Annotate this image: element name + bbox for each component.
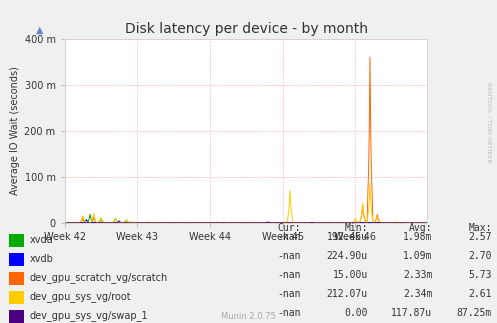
Text: 2.57: 2.57: [469, 232, 492, 242]
FancyBboxPatch shape: [9, 234, 24, 247]
FancyBboxPatch shape: [9, 253, 24, 266]
Text: dev_gpu_scratch_vg/scratch: dev_gpu_scratch_vg/scratch: [30, 273, 168, 283]
Text: 212.07u: 212.07u: [327, 289, 368, 299]
Text: -nan: -nan: [277, 289, 301, 299]
FancyBboxPatch shape: [9, 310, 24, 323]
Text: Max:: Max:: [469, 223, 492, 233]
Text: -nan: -nan: [277, 251, 301, 261]
Text: Min:: Min:: [344, 223, 368, 233]
Text: 2.33m: 2.33m: [403, 270, 432, 280]
Text: ▲: ▲: [36, 25, 43, 35]
Text: 15.00u: 15.00u: [332, 270, 368, 280]
Text: 192.45u: 192.45u: [327, 232, 368, 242]
Text: 1.09m: 1.09m: [403, 251, 432, 261]
Y-axis label: Average IO Wait (seconds): Average IO Wait (seconds): [10, 67, 20, 195]
Text: dev_gpu_sys_vg/root: dev_gpu_sys_vg/root: [30, 292, 131, 302]
Text: xvda: xvda: [30, 235, 54, 245]
Title: Disk latency per device - by month: Disk latency per device - by month: [125, 22, 367, 36]
Text: 117.87u: 117.87u: [391, 308, 432, 318]
Text: 0.00: 0.00: [344, 308, 368, 318]
Text: -nan: -nan: [277, 270, 301, 280]
Text: 2.61: 2.61: [469, 289, 492, 299]
Text: 2.34m: 2.34m: [403, 289, 432, 299]
Text: -nan: -nan: [277, 232, 301, 242]
Text: Cur:: Cur:: [277, 223, 301, 233]
Text: 2.70: 2.70: [469, 251, 492, 261]
FancyBboxPatch shape: [9, 291, 24, 304]
Text: RRDTOOL / TOBI OETIKER: RRDTOOL / TOBI OETIKER: [486, 82, 491, 163]
Text: 1.98m: 1.98m: [403, 232, 432, 242]
Text: dev_gpu_sys_vg/swap_1: dev_gpu_sys_vg/swap_1: [30, 310, 149, 321]
Text: Munin 2.0.75: Munin 2.0.75: [221, 312, 276, 321]
Text: xvdb: xvdb: [30, 254, 54, 264]
Text: -nan: -nan: [277, 308, 301, 318]
Text: Avg:: Avg:: [409, 223, 432, 233]
Text: 224.90u: 224.90u: [327, 251, 368, 261]
Text: 87.25m: 87.25m: [457, 308, 492, 318]
FancyBboxPatch shape: [9, 272, 24, 285]
Text: 5.73: 5.73: [469, 270, 492, 280]
